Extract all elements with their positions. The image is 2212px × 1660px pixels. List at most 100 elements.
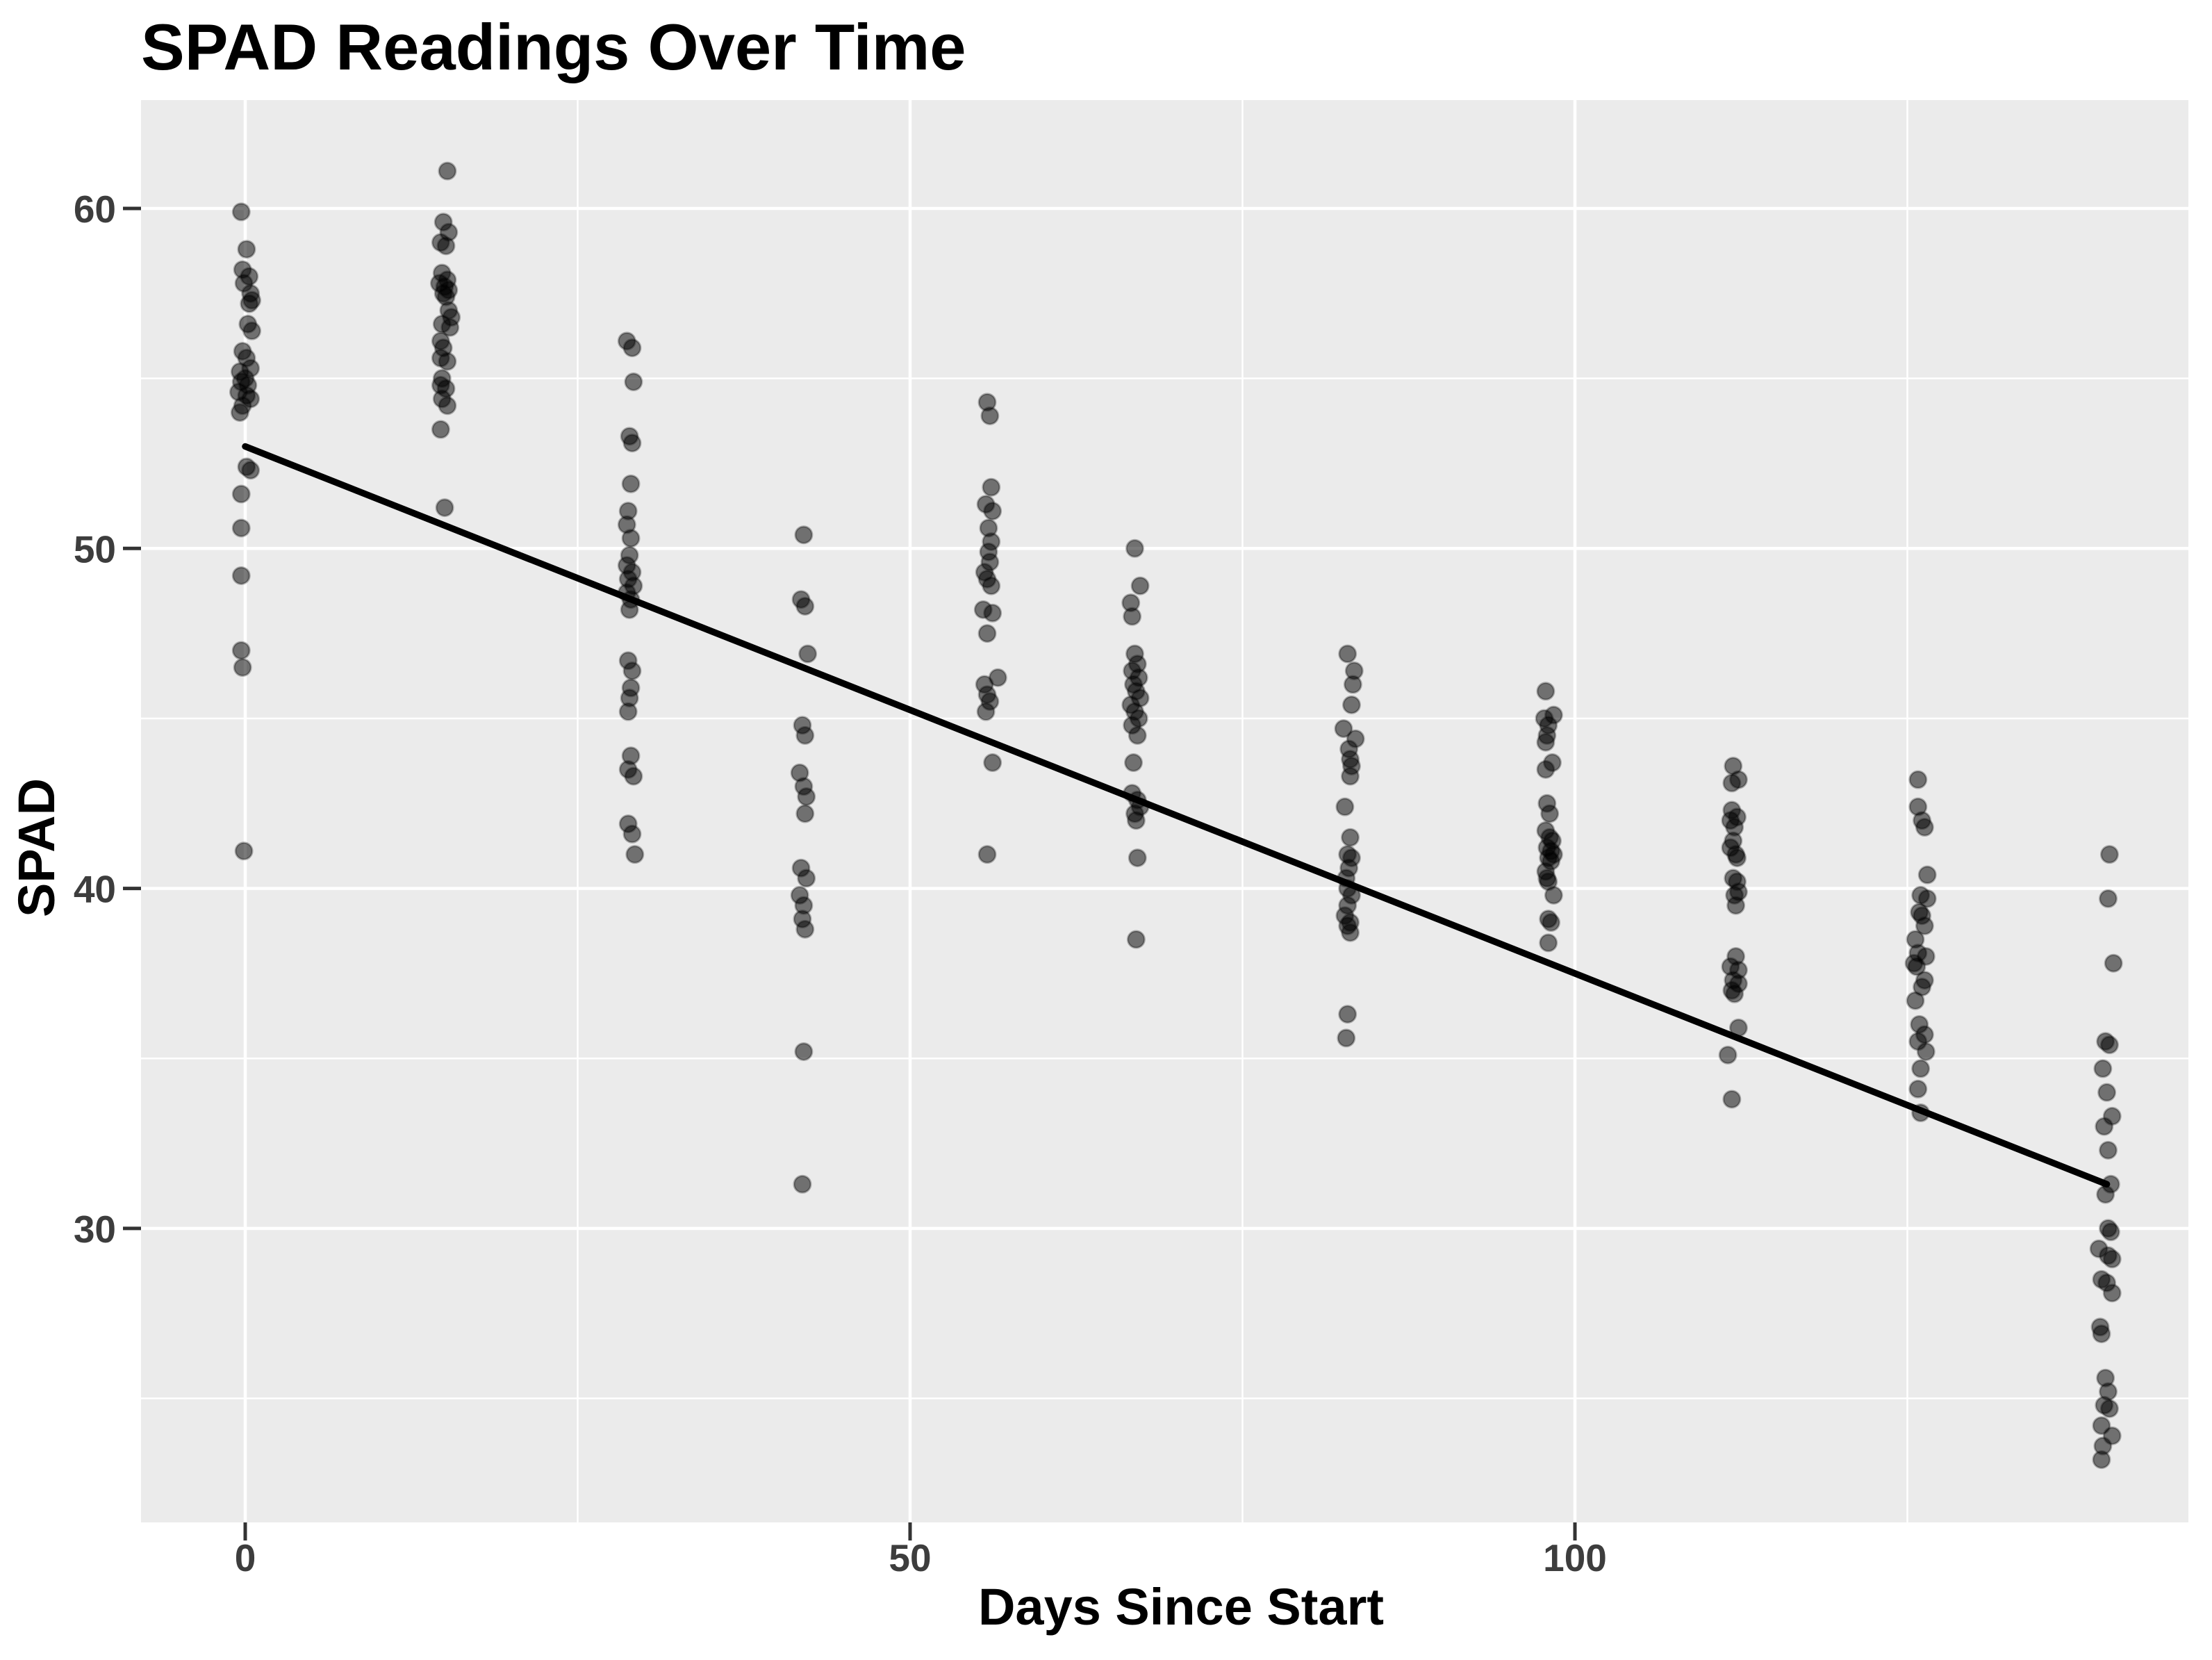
data-point	[435, 498, 454, 518]
data-point	[436, 236, 456, 256]
data-point	[431, 420, 450, 439]
data-point	[2099, 1035, 2119, 1055]
data-point	[1726, 896, 1746, 915]
data-point	[2092, 1416, 2111, 1436]
data-point	[231, 518, 251, 538]
data-point	[1126, 930, 1146, 949]
data-point	[231, 641, 251, 660]
data-point	[1544, 885, 1563, 905]
data-point	[438, 161, 457, 181]
data-point	[622, 824, 642, 844]
data-point	[1128, 848, 1147, 868]
data-point	[2092, 1450, 2111, 1470]
data-point	[982, 477, 1001, 497]
data-point	[1913, 977, 1932, 996]
data-point	[2095, 1117, 2114, 1136]
data-point	[1722, 1090, 1742, 1109]
data-point	[2099, 1399, 2119, 1418]
data-point	[1915, 916, 1934, 935]
data-point	[1337, 1028, 1356, 1048]
data-point	[976, 702, 996, 721]
y-tick-label: 30	[74, 1208, 116, 1251]
data-point	[1718, 1045, 1738, 1065]
data-point	[1124, 753, 1144, 773]
trend-line	[242, 443, 2111, 1188]
data-point	[438, 352, 457, 371]
data-point	[1725, 984, 1744, 1003]
data-point	[621, 529, 641, 548]
data-point	[1341, 828, 1360, 847]
data-point	[977, 845, 997, 864]
data-point	[230, 403, 249, 422]
data-point	[2099, 845, 2119, 864]
data-point	[2097, 1083, 2117, 1102]
data-point	[1536, 759, 1555, 779]
data-point	[982, 576, 1001, 595]
data-point	[988, 668, 1007, 687]
data-point	[1907, 957, 1926, 976]
data-point	[1539, 933, 1558, 953]
data-point	[1916, 1042, 1936, 1061]
data-point	[1341, 923, 1360, 942]
data-point	[1728, 848, 1747, 868]
data-point	[622, 434, 642, 453]
data-point	[1126, 811, 1146, 830]
data-point	[794, 1042, 814, 1061]
data-point	[2096, 1185, 2115, 1204]
data-point	[1536, 732, 1555, 752]
data-point	[1334, 719, 1353, 739]
data-point	[793, 1174, 812, 1194]
data-point	[795, 725, 815, 745]
x-tick-label: 100	[1543, 1536, 1607, 1579]
y-tick-label: 50	[74, 527, 116, 570]
data-point	[438, 396, 457, 416]
data-point	[1343, 675, 1362, 694]
data-point	[1536, 682, 1555, 701]
data-point	[440, 318, 460, 337]
data-point	[1917, 865, 1937, 885]
data-point	[1915, 818, 1934, 837]
data-point	[1130, 576, 1150, 595]
data-point	[794, 525, 814, 545]
data-point	[622, 661, 642, 680]
x-tick-label: 0	[235, 1536, 256, 1579]
data-point	[625, 845, 645, 864]
data-point	[2102, 1283, 2122, 1303]
data-point	[1917, 889, 1937, 908]
data-point	[242, 321, 262, 340]
data-point	[1908, 770, 1928, 789]
data-point	[240, 294, 259, 313]
data-point	[797, 869, 816, 888]
data-point	[1341, 766, 1360, 786]
data-point	[1125, 539, 1144, 558]
data-point	[234, 841, 254, 861]
data-point	[241, 461, 261, 480]
data-point	[1123, 607, 1142, 626]
data-point	[622, 338, 642, 358]
data-point	[795, 596, 815, 616]
data-point	[980, 406, 1000, 425]
data-point	[795, 919, 815, 939]
data-point	[798, 644, 818, 664]
data-point	[618, 702, 638, 721]
data-point	[1128, 725, 1147, 745]
data-point	[1540, 804, 1560, 823]
data-point	[2101, 1222, 2120, 1242]
x-tick-label: 50	[889, 1536, 931, 1579]
y-tick-label: 60	[74, 188, 116, 231]
chart-title: SPAD Readings Over Time	[141, 10, 966, 83]
data-point	[621, 474, 641, 493]
data-point	[977, 624, 997, 643]
data-point	[983, 501, 1002, 520]
data-point	[231, 202, 251, 222]
data-point	[2099, 889, 2118, 908]
data-point	[1338, 644, 1357, 664]
data-point	[1722, 773, 1742, 793]
y-axis-title: SPAD	[8, 778, 65, 917]
data-point	[1542, 913, 1561, 932]
data-point	[1906, 991, 1925, 1010]
data-point	[795, 804, 815, 823]
data-point	[233, 658, 252, 677]
